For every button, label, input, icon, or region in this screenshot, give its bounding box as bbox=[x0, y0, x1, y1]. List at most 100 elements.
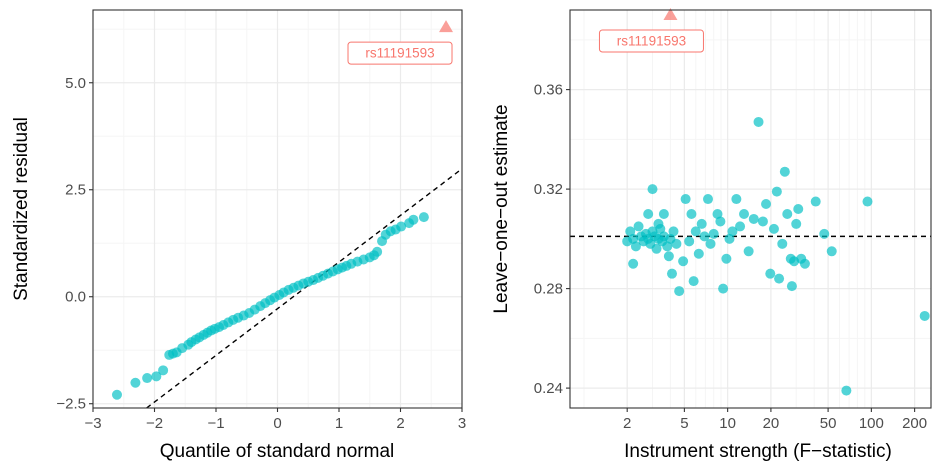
data-point bbox=[779, 166, 790, 177]
data-point bbox=[799, 258, 810, 269]
data-point bbox=[693, 248, 704, 259]
data-point bbox=[765, 268, 776, 279]
data-point bbox=[666, 268, 677, 279]
data-point bbox=[721, 253, 732, 264]
data-point bbox=[731, 194, 742, 205]
x-tick-label: −1 bbox=[207, 415, 224, 432]
data-point bbox=[674, 286, 685, 297]
data-point bbox=[628, 258, 639, 269]
data-point bbox=[727, 226, 738, 237]
data-point bbox=[810, 196, 821, 207]
data-point bbox=[680, 194, 691, 205]
x-axis-title: Instrument strength (F−statistic) bbox=[624, 441, 892, 462]
data-point bbox=[111, 389, 122, 400]
data-point bbox=[715, 216, 726, 227]
x-tick-label: 1 bbox=[335, 415, 343, 432]
data-point bbox=[768, 223, 779, 234]
data-point bbox=[686, 208, 697, 219]
data-point bbox=[633, 221, 644, 232]
data-point bbox=[151, 371, 162, 382]
x-tick-label: 3 bbox=[458, 415, 466, 432]
reference-line bbox=[146, 168, 463, 409]
data-point bbox=[653, 218, 664, 229]
data-point bbox=[690, 226, 701, 237]
data-point bbox=[739, 208, 750, 219]
data-point bbox=[774, 273, 785, 284]
data-point bbox=[791, 218, 802, 229]
outlier-annotation: rs11191593 bbox=[347, 20, 454, 65]
data-point bbox=[782, 208, 793, 219]
panel-border bbox=[569, 9, 932, 409]
data-point bbox=[748, 213, 759, 224]
x-tick-label: 0 bbox=[273, 415, 281, 432]
data-point bbox=[396, 221, 407, 232]
y-tick-label: 0.0 bbox=[65, 289, 86, 306]
data-point bbox=[643, 208, 654, 219]
data-point bbox=[630, 241, 641, 252]
y-tick-label: 0.32 bbox=[534, 181, 563, 198]
x-axis-ticks: 2 5 10 20 50 100 200 bbox=[623, 408, 927, 432]
y-tick-label: 0.28 bbox=[534, 281, 563, 298]
y-tick-label: 0.36 bbox=[534, 82, 563, 99]
x-tick-label: 100 bbox=[859, 415, 884, 432]
data-point bbox=[771, 186, 782, 197]
data-point bbox=[735, 221, 746, 232]
data-point bbox=[408, 214, 419, 225]
x-tick-label: 50 bbox=[820, 415, 837, 432]
x-tick-label: 2 bbox=[623, 415, 631, 432]
y-tick-label: 5.0 bbox=[65, 75, 86, 92]
data-point bbox=[919, 310, 930, 321]
data-point bbox=[684, 236, 695, 247]
qq-plot-panel: rs11191593 −3 −2 −1 0 1 2 3 −2.5 0.0 2.5 5.0 Quan… bbox=[11, 9, 466, 462]
data-point bbox=[708, 228, 719, 239]
data-point bbox=[819, 228, 830, 239]
data-point bbox=[658, 208, 669, 219]
data-point bbox=[678, 256, 689, 267]
outlier-triangle-marker bbox=[663, 7, 678, 20]
data-point bbox=[705, 238, 716, 249]
x-tick-label: 10 bbox=[719, 415, 736, 432]
x-axis-title: Quantile of standard normal bbox=[160, 441, 394, 462]
data-point bbox=[841, 385, 852, 396]
data-point bbox=[130, 377, 141, 388]
x-tick-label: 2 bbox=[396, 415, 404, 432]
x-axis-ticks: −3 −2 −1 0 1 2 3 bbox=[84, 408, 466, 432]
data-point bbox=[668, 226, 679, 237]
y-tick-label: 2.5 bbox=[65, 182, 86, 199]
outlier-label-box bbox=[598, 29, 704, 53]
data-point bbox=[372, 246, 383, 257]
outlier-triangle-marker bbox=[439, 20, 454, 33]
data-point bbox=[647, 184, 658, 195]
data-points bbox=[111, 212, 429, 400]
y-axis-title: Leave−one−out estimate bbox=[491, 104, 512, 313]
data-point bbox=[777, 238, 788, 249]
data-point bbox=[688, 276, 699, 287]
data-point bbox=[826, 246, 837, 257]
y-tick-label: 0.24 bbox=[534, 380, 563, 397]
data-point bbox=[718, 283, 729, 294]
data-point bbox=[793, 204, 804, 214]
data-point bbox=[696, 218, 707, 229]
data-point bbox=[703, 194, 714, 205]
outlier-label: rs11191593 bbox=[365, 46, 434, 61]
x-tick-label: 5 bbox=[680, 415, 688, 432]
y-axis-ticks: −2.5 0.0 2.5 5.0 bbox=[56, 75, 93, 413]
x-tick-label: −3 bbox=[84, 415, 101, 432]
data-point bbox=[862, 196, 873, 207]
data-points bbox=[622, 116, 930, 396]
data-point bbox=[761, 199, 772, 210]
data-point bbox=[753, 116, 764, 127]
x-tick-label: 200 bbox=[902, 415, 927, 432]
outlier-annotation: rs11191593 bbox=[598, 7, 704, 53]
gridlines bbox=[570, 10, 931, 408]
x-tick-label: 20 bbox=[763, 415, 780, 432]
outlier-label: rs11191593 bbox=[617, 33, 686, 48]
data-point bbox=[651, 243, 662, 254]
data-point bbox=[418, 212, 429, 223]
data-point bbox=[757, 216, 768, 227]
leave-one-out-panel: rs11191593 2 5 10 20 50 100 200 0.240.280.320.… bbox=[491, 7, 932, 462]
data-point bbox=[786, 281, 797, 292]
y-axis-ticks: 0.24 0.28 0.32 0.36 bbox=[534, 82, 570, 397]
data-point bbox=[671, 238, 682, 249]
